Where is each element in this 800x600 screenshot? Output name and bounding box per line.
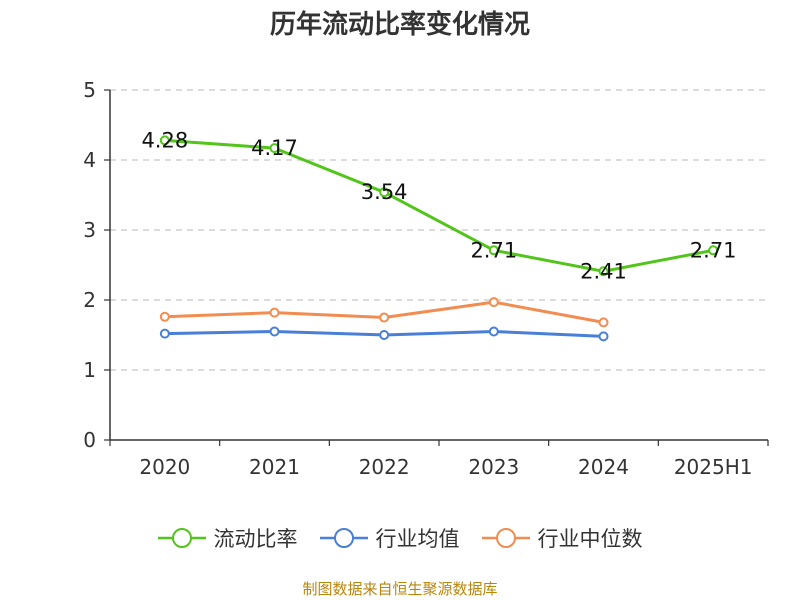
data-label-2023: 2.71: [470, 238, 517, 262]
x-tick-label-2020: 2020: [139, 455, 190, 479]
x-tick-label-2024: 2024: [578, 455, 629, 479]
legend-item-current-ratio[interactable]: 流动比率: [157, 523, 298, 553]
data-point-s1-2022: [379, 330, 390, 340]
x-tick-label-2025H1: 2025H1: [674, 455, 753, 479]
data-point-s0-2024: [598, 266, 609, 277]
x-tick-label-2022: 2022: [359, 455, 410, 479]
data-point-s1-2024: [598, 331, 609, 342]
legend-item-industry-average[interactable]: 行业均值: [319, 523, 460, 553]
y-tick-label-2: 2: [83, 288, 96, 312]
legend-label-current-ratio: 流动比率: [213, 527, 298, 551]
data-label-2022: 3.54: [361, 180, 408, 204]
legend-label-industry-median: 行业中位数: [537, 527, 643, 551]
legend-marker-industry-median: [481, 528, 530, 548]
x-tick-label-2021: 2021: [249, 455, 300, 479]
chart-title: 历年流动比率变化情况: [269, 10, 530, 40]
data-point-s2-2022: [379, 312, 390, 323]
legend-label-industry-average: 行业均值: [375, 527, 460, 551]
y-tick-label-0: 0: [83, 428, 96, 452]
legend-item-industry-median[interactable]: 行业中位数: [481, 523, 643, 553]
data-point-s2-2020: [159, 311, 170, 322]
data-label-2024: 2.41: [580, 259, 627, 283]
chart-legend: 流动比率 行业均值 行业中位数: [0, 520, 800, 556]
y-tick-label-3: 3: [83, 218, 96, 242]
data-point-s1-2020: [159, 328, 170, 339]
data-point-s1-2021: [269, 326, 280, 337]
data-point-s0-2023: [488, 245, 499, 256]
legend-marker-industry-average: [319, 528, 368, 548]
y-tick-label-1: 1: [83, 358, 96, 382]
data-label-2020: 4.28: [141, 128, 188, 152]
data-label-2021: 4.17: [251, 136, 298, 160]
y-tick-label-4: 4: [83, 148, 96, 172]
data-point-s0-2020: [159, 135, 170, 146]
data-point-s0-2025H1: [708, 245, 719, 256]
data-point-s0-2022: [379, 187, 390, 198]
y-tick-label-5: 5: [83, 78, 96, 102]
data-point-s1-2023: [488, 326, 499, 337]
data-point-s2-2023: [488, 297, 499, 308]
data-source-note: 制图数据来自恒生聚源数据库: [302, 580, 498, 598]
data-point-s2-2024: [598, 317, 609, 328]
legend-marker-current-ratio: [157, 528, 206, 548]
data-label-2025H1: 2.71: [690, 238, 737, 262]
series-line-0: [164, 138, 714, 273]
x-tick-label-2023: 2023: [468, 455, 519, 479]
data-point-s2-2021: [269, 307, 280, 318]
data-point-s0-2021: [269, 143, 280, 154]
